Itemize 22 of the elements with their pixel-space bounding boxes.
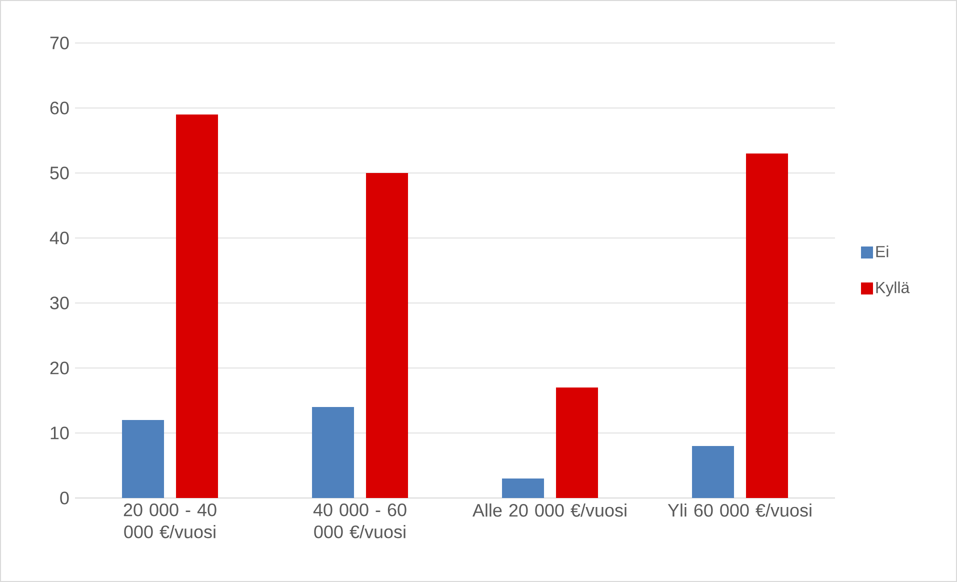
legend-label: Kyllä <box>876 281 910 296</box>
y-tick-label: 40 <box>50 232 69 244</box>
y-tick-label: 30 <box>50 296 69 310</box>
y-tick-label: 20 <box>50 362 69 374</box>
bar <box>746 153 788 498</box>
bar <box>312 406 354 498</box>
y-tick-label: 60 <box>50 102 69 114</box>
x-tick-label: 40 000 - 60 000 €/vuosi <box>313 504 406 538</box>
legend-label: Ei <box>876 246 888 258</box>
y-tick-label: 10 <box>50 426 69 440</box>
x-tick-label: Yli 60 000 €/vuosi <box>668 504 812 517</box>
bar <box>366 172 408 498</box>
x-tick-label: Alle 20 000 €/vuosi <box>472 504 626 517</box>
x-tick-label: 20 000 - 40 000 €/vuosi <box>124 504 216 538</box>
bar <box>176 114 218 498</box>
bar <box>122 420 164 498</box>
y-tick-label: 0 <box>60 492 69 504</box>
bar <box>556 387 598 498</box>
bar <box>692 446 734 498</box>
y-tick-label: 50 <box>50 166 69 180</box>
bar <box>502 478 544 498</box>
y-tick-label: 70 <box>50 36 69 50</box>
